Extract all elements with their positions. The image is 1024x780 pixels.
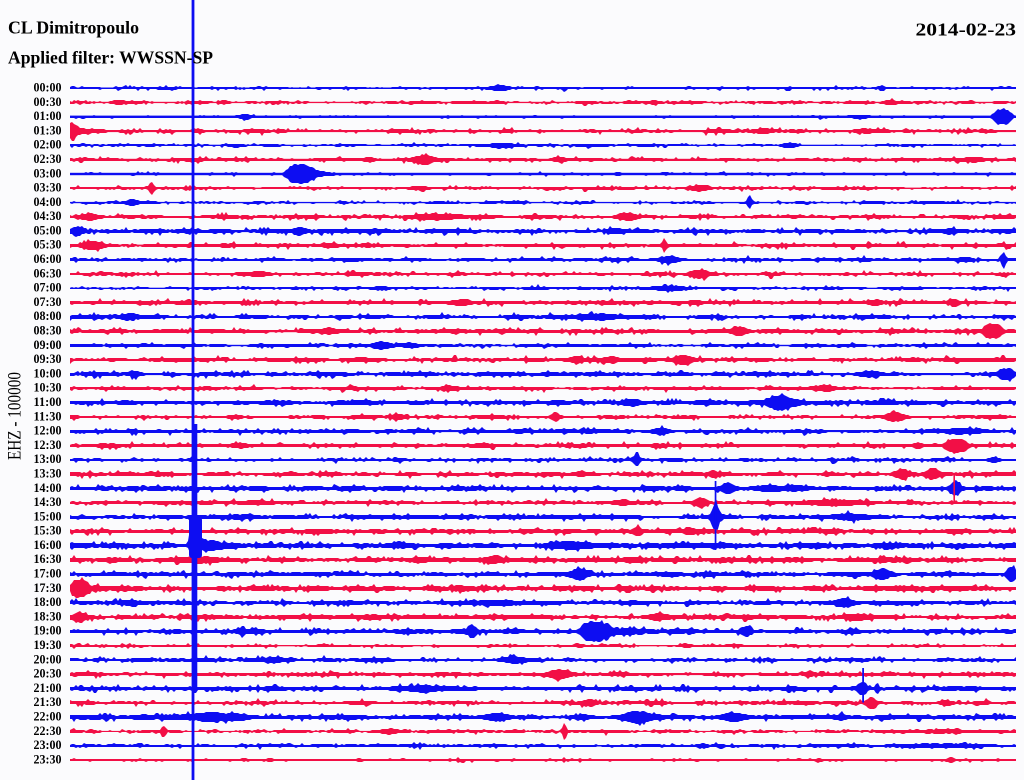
svg-text:06:30: 06:30 (34, 266, 62, 280)
svg-text:05:00: 05:00 (34, 223, 62, 237)
svg-text:09:00: 09:00 (34, 338, 62, 352)
svg-text:Applied filter: WWSSN-SP: Applied filter: WWSSN-SP (8, 48, 213, 68)
svg-text:07:30: 07:30 (34, 295, 62, 309)
svg-text:03:00: 03:00 (34, 166, 62, 180)
svg-text:11:30: 11:30 (34, 409, 62, 423)
svg-text:21:00: 21:00 (34, 681, 62, 695)
svg-text:05:30: 05:30 (34, 238, 62, 252)
svg-text:00:30: 00:30 (34, 95, 62, 109)
svg-text:EHZ - 100000: EHZ - 100000 (5, 372, 26, 460)
svg-text:09:30: 09:30 (34, 352, 62, 366)
svg-text:18:30: 18:30 (34, 609, 62, 623)
svg-text:19:30: 19:30 (34, 638, 62, 652)
svg-text:19:00: 19:00 (34, 624, 62, 638)
svg-text:01:30: 01:30 (34, 123, 62, 137)
svg-text:CL Dimitropoulo: CL Dimitropoulo (8, 18, 139, 38)
svg-text:14:30: 14:30 (34, 495, 62, 509)
svg-text:2014-02-23: 2014-02-23 (916, 20, 1017, 40)
svg-text:21:30: 21:30 (34, 695, 62, 709)
svg-text:17:30: 17:30 (34, 581, 62, 595)
svg-text:23:00: 23:00 (34, 738, 62, 752)
svg-text:15:30: 15:30 (34, 524, 62, 538)
svg-text:16:00: 16:00 (34, 538, 62, 552)
svg-text:00:00: 00:00 (34, 81, 62, 95)
svg-text:04:30: 04:30 (34, 209, 62, 223)
svg-text:03:30: 03:30 (34, 181, 62, 195)
svg-text:13:30: 13:30 (34, 467, 62, 481)
svg-text:02:00: 02:00 (34, 138, 62, 152)
svg-text:04:00: 04:00 (34, 195, 62, 209)
svg-text:13:00: 13:00 (34, 452, 62, 466)
svg-text:22:00: 22:00 (34, 710, 62, 724)
svg-text:08:00: 08:00 (34, 309, 62, 323)
svg-text:10:00: 10:00 (34, 366, 62, 380)
svg-text:15:00: 15:00 (34, 509, 62, 523)
svg-text:12:30: 12:30 (34, 438, 62, 452)
svg-text:23:30: 23:30 (34, 752, 62, 766)
svg-text:07:00: 07:00 (34, 281, 62, 295)
svg-text:18:00: 18:00 (34, 595, 62, 609)
svg-text:17:00: 17:00 (34, 567, 62, 581)
svg-text:16:30: 16:30 (34, 552, 62, 566)
svg-text:01:00: 01:00 (34, 109, 62, 123)
svg-text:20:00: 20:00 (34, 652, 62, 666)
svg-text:22:30: 22:30 (34, 724, 62, 738)
svg-text:20:30: 20:30 (34, 667, 62, 681)
svg-text:12:00: 12:00 (34, 424, 62, 438)
svg-text:11:00: 11:00 (34, 395, 62, 409)
svg-text:02:30: 02:30 (34, 152, 62, 166)
svg-text:08:30: 08:30 (34, 324, 62, 338)
svg-text:14:00: 14:00 (34, 481, 62, 495)
svg-text:10:30: 10:30 (34, 381, 62, 395)
svg-text:06:00: 06:00 (34, 252, 62, 266)
